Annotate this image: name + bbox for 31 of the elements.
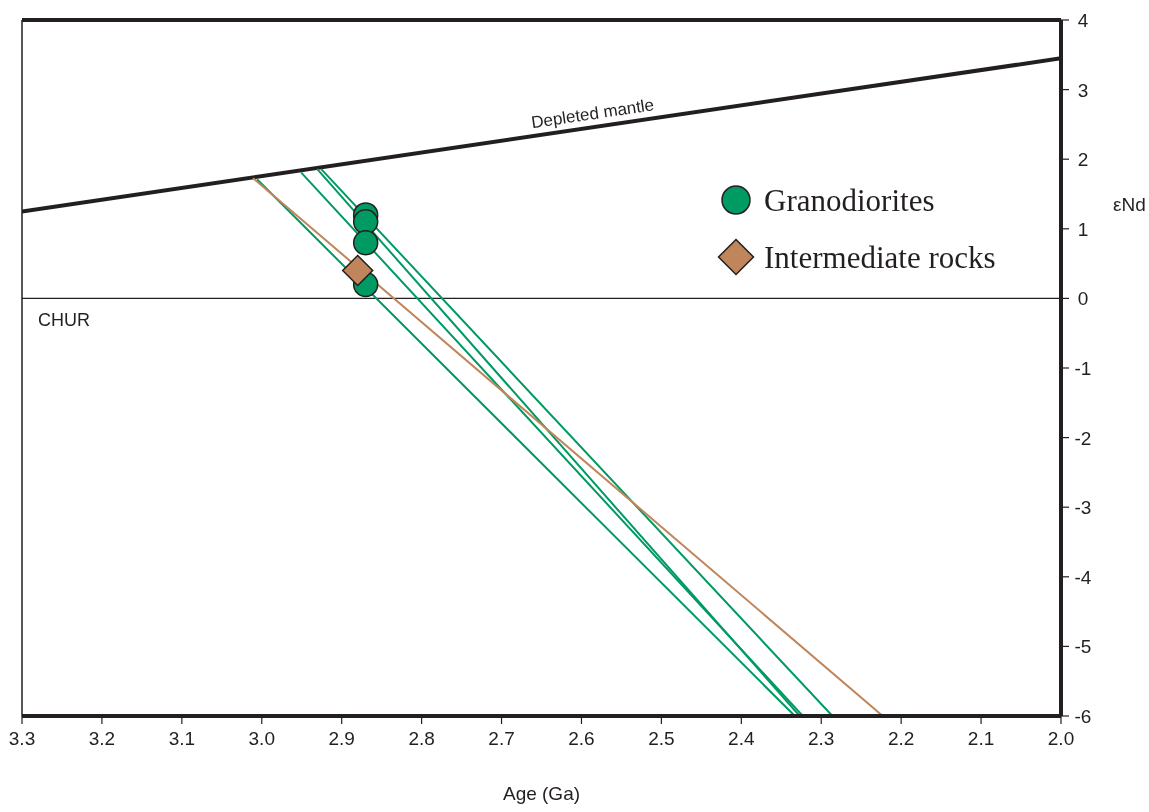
y-tick-label: -6 bbox=[1074, 706, 1092, 727]
x-tick-label: 2.3 bbox=[808, 728, 835, 749]
y-tick-label: -5 bbox=[1074, 636, 1092, 658]
x-tick-label: 2.2 bbox=[887, 728, 915, 749]
y-tick-label: 0 bbox=[1077, 288, 1089, 310]
text: Depleted mantle bbox=[530, 95, 656, 133]
x-tick-label: 2.0 bbox=[1047, 728, 1075, 749]
y-tick-label: 2 bbox=[1077, 149, 1089, 171]
x-tick-label: 2.1 bbox=[967, 728, 995, 749]
legend-label: Granodiorites bbox=[764, 183, 935, 218]
legend-label: Intermediate rocks bbox=[764, 240, 996, 275]
x-tick-label: 2.5 bbox=[648, 728, 675, 749]
y-axis-title: εNd bbox=[1113, 193, 1146, 215]
x-tick-label: 3.0 bbox=[248, 728, 275, 749]
y-tick-label: -1 bbox=[1074, 358, 1092, 379]
x-tick-label: 2.4 bbox=[728, 728, 755, 749]
x-tick-label: 2.8 bbox=[408, 728, 435, 749]
x-tick-label: 2.6 bbox=[568, 728, 595, 749]
y-tick-label: 1 bbox=[1077, 218, 1089, 240]
y-tick-label: 3 bbox=[1077, 79, 1089, 101]
x-tick-label: 3.3 bbox=[8, 728, 36, 749]
y-tick-label: -2 bbox=[1074, 427, 1092, 449]
x-tick-label: 3.2 bbox=[88, 728, 116, 749]
x-tick-label: 2.9 bbox=[328, 728, 355, 749]
y-tick-label: -4 bbox=[1074, 566, 1092, 588]
y-tick-label: 4 bbox=[1077, 10, 1089, 31]
x-axis-title: Age (Ga) bbox=[502, 783, 581, 804]
x-tick-label: 3.1 bbox=[168, 728, 196, 749]
x-tick-label: 2.7 bbox=[488, 728, 515, 749]
y-tick-label: -3 bbox=[1074, 497, 1092, 519]
ref-line-label: CHUR bbox=[38, 310, 90, 331]
